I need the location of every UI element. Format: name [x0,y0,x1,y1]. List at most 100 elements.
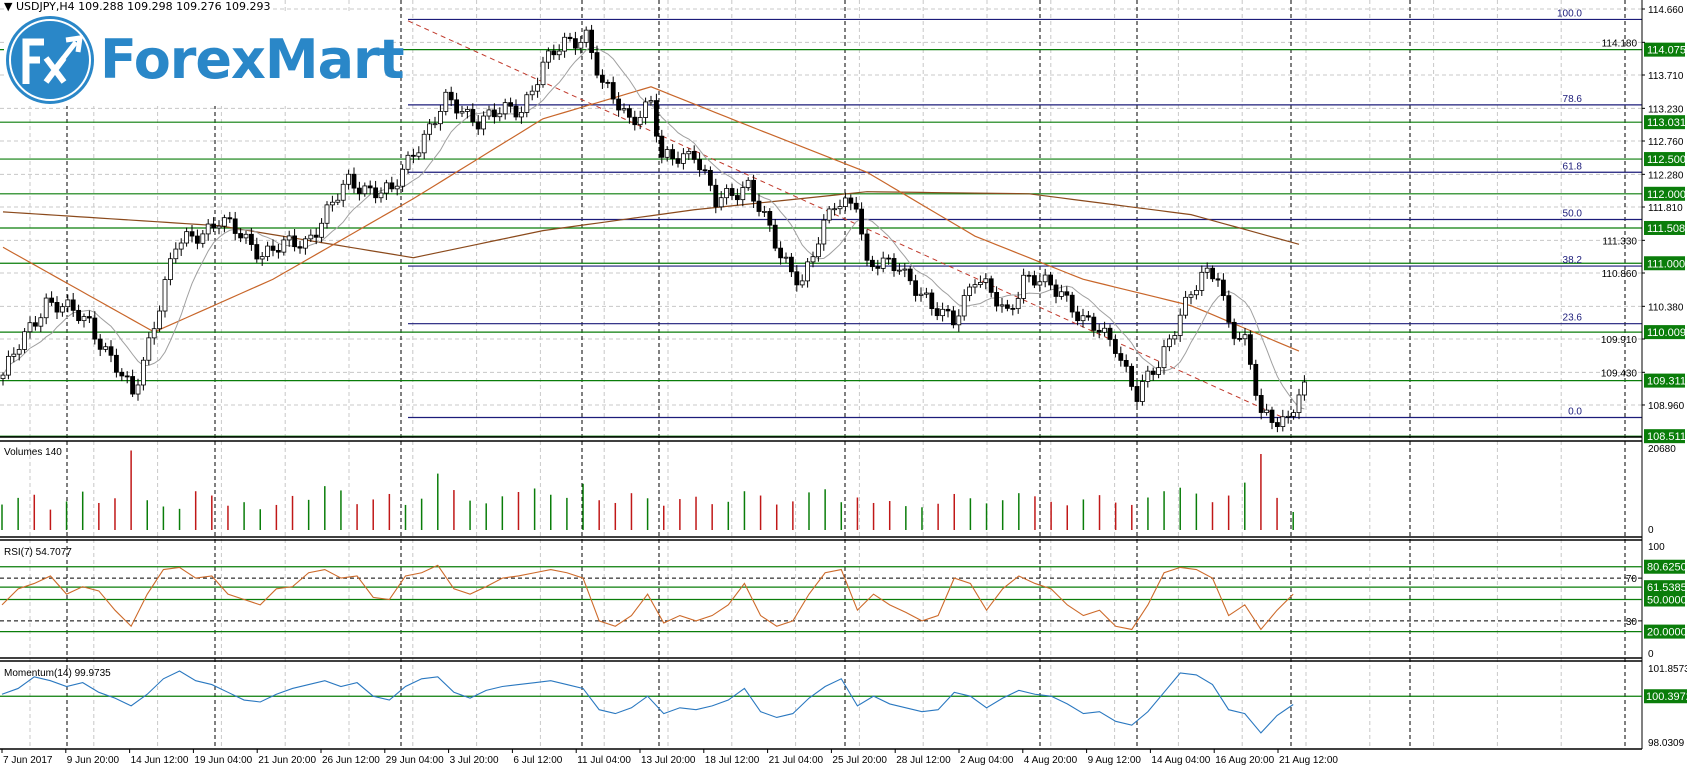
candle-body [870,259,875,268]
moving-average-fast [2,46,1305,410]
candle-body [1005,304,1010,309]
fibonacci-level-label: 100.0 [1557,8,1582,19]
candle-body [1215,278,1221,281]
candle-body [167,258,173,280]
candle-body [659,135,665,158]
candle-body [486,109,492,117]
level-price-label: 114.075 [1647,45,1686,57]
candle-body [205,223,211,235]
rsi-level-label: 50.0000 [1647,595,1687,607]
candle-body [1107,327,1113,340]
candle-body [400,168,406,187]
candle-body [81,316,87,322]
candle-body [708,170,713,186]
candle-body [967,286,972,296]
candle-body [891,258,897,272]
time-axis-label: 25 Jul 20:00 [832,755,887,766]
candle-body [524,94,530,113]
candle-body [383,182,389,194]
candle-body [1264,409,1269,413]
candle-body [211,223,217,229]
candle-body [475,121,481,130]
rsi-axis-label: 30 [1626,617,1638,628]
level-price-label: 108.511 [1647,431,1686,443]
candle-body [49,297,54,303]
candle-body [648,100,654,103]
candle-body [1291,412,1296,417]
candle-body [551,50,557,56]
candle-body [16,349,22,355]
rsi-level-tag [1644,559,1685,574]
price-tick-label: 114.660 [1648,5,1684,16]
price-tick-label: 109.430 [1601,368,1638,379]
candle-body [1204,267,1210,273]
candle-body [470,109,476,123]
candle-body [378,192,384,199]
candle-body [87,316,92,319]
candle-body [227,217,233,220]
candle-body [832,208,837,211]
candle-body [805,261,810,282]
rsi-level-tag [1644,624,1685,639]
candle-body [578,41,584,49]
candle-body [907,268,913,282]
candle-body [6,355,11,376]
candle-body [103,346,108,350]
rsi-line [1,564,1294,631]
candle-body [389,182,395,190]
candle-body [11,353,17,357]
candle-body [880,257,886,269]
candle-body [432,123,438,126]
dropdown-triangle-icon[interactable]: ▼ [4,0,13,13]
candle-body [794,271,800,286]
candle-body [292,235,298,248]
candle-body [1123,360,1129,367]
candle-body [918,293,924,296]
candle-body [972,284,978,288]
candle-body [702,169,708,172]
candle-body [1167,338,1172,348]
rsi-indicator-label: RSI(7) 54.7077 [4,547,72,558]
level-price-tag [1644,373,1685,388]
candle-body [259,256,265,260]
candle-body [783,256,789,259]
candle-body [497,113,503,118]
candle-body [1140,381,1145,402]
candle-body [616,98,621,111]
momentum-level-tag [1644,689,1687,704]
candle-body [22,331,28,350]
candle-body [394,185,400,190]
candle-body [178,242,184,250]
time-axis-label: 16 Aug 20:00 [1215,755,1274,766]
candle-body [1069,294,1075,313]
candle-body [675,158,681,164]
candle-body [961,295,967,317]
candle-body [1048,274,1053,286]
candle-body [697,159,702,171]
candle-body [724,188,729,199]
candle-body [1285,415,1291,418]
time-axis-label: 14 Aug 04:00 [1151,755,1210,766]
candle-body [270,245,276,251]
candle-body [605,81,611,84]
candle-body [778,247,783,259]
candle-body [367,185,373,189]
rsi-level-label: 20.0000 [1647,627,1687,639]
candle-body [643,101,648,118]
candle-body [1134,386,1140,402]
time-axis-label: 11 Jul 04:00 [577,755,631,766]
candle-body [1102,327,1107,333]
candle-body [826,208,832,221]
candle-body [994,291,999,307]
time-axis-label: 2 Aug 04:00 [960,755,1014,766]
level-price-label: 112.500 [1647,154,1686,166]
price-tick-label: 112.760 [1648,137,1684,148]
volume-axis-label: 20680 [1648,444,1676,455]
candle-body [886,257,891,260]
level-price-label: 111.000 [1647,258,1685,270]
candle-body [124,375,130,378]
candle-body [848,197,854,204]
price-tick-label: 113.710 [1648,71,1684,82]
candle-body [1177,314,1183,336]
